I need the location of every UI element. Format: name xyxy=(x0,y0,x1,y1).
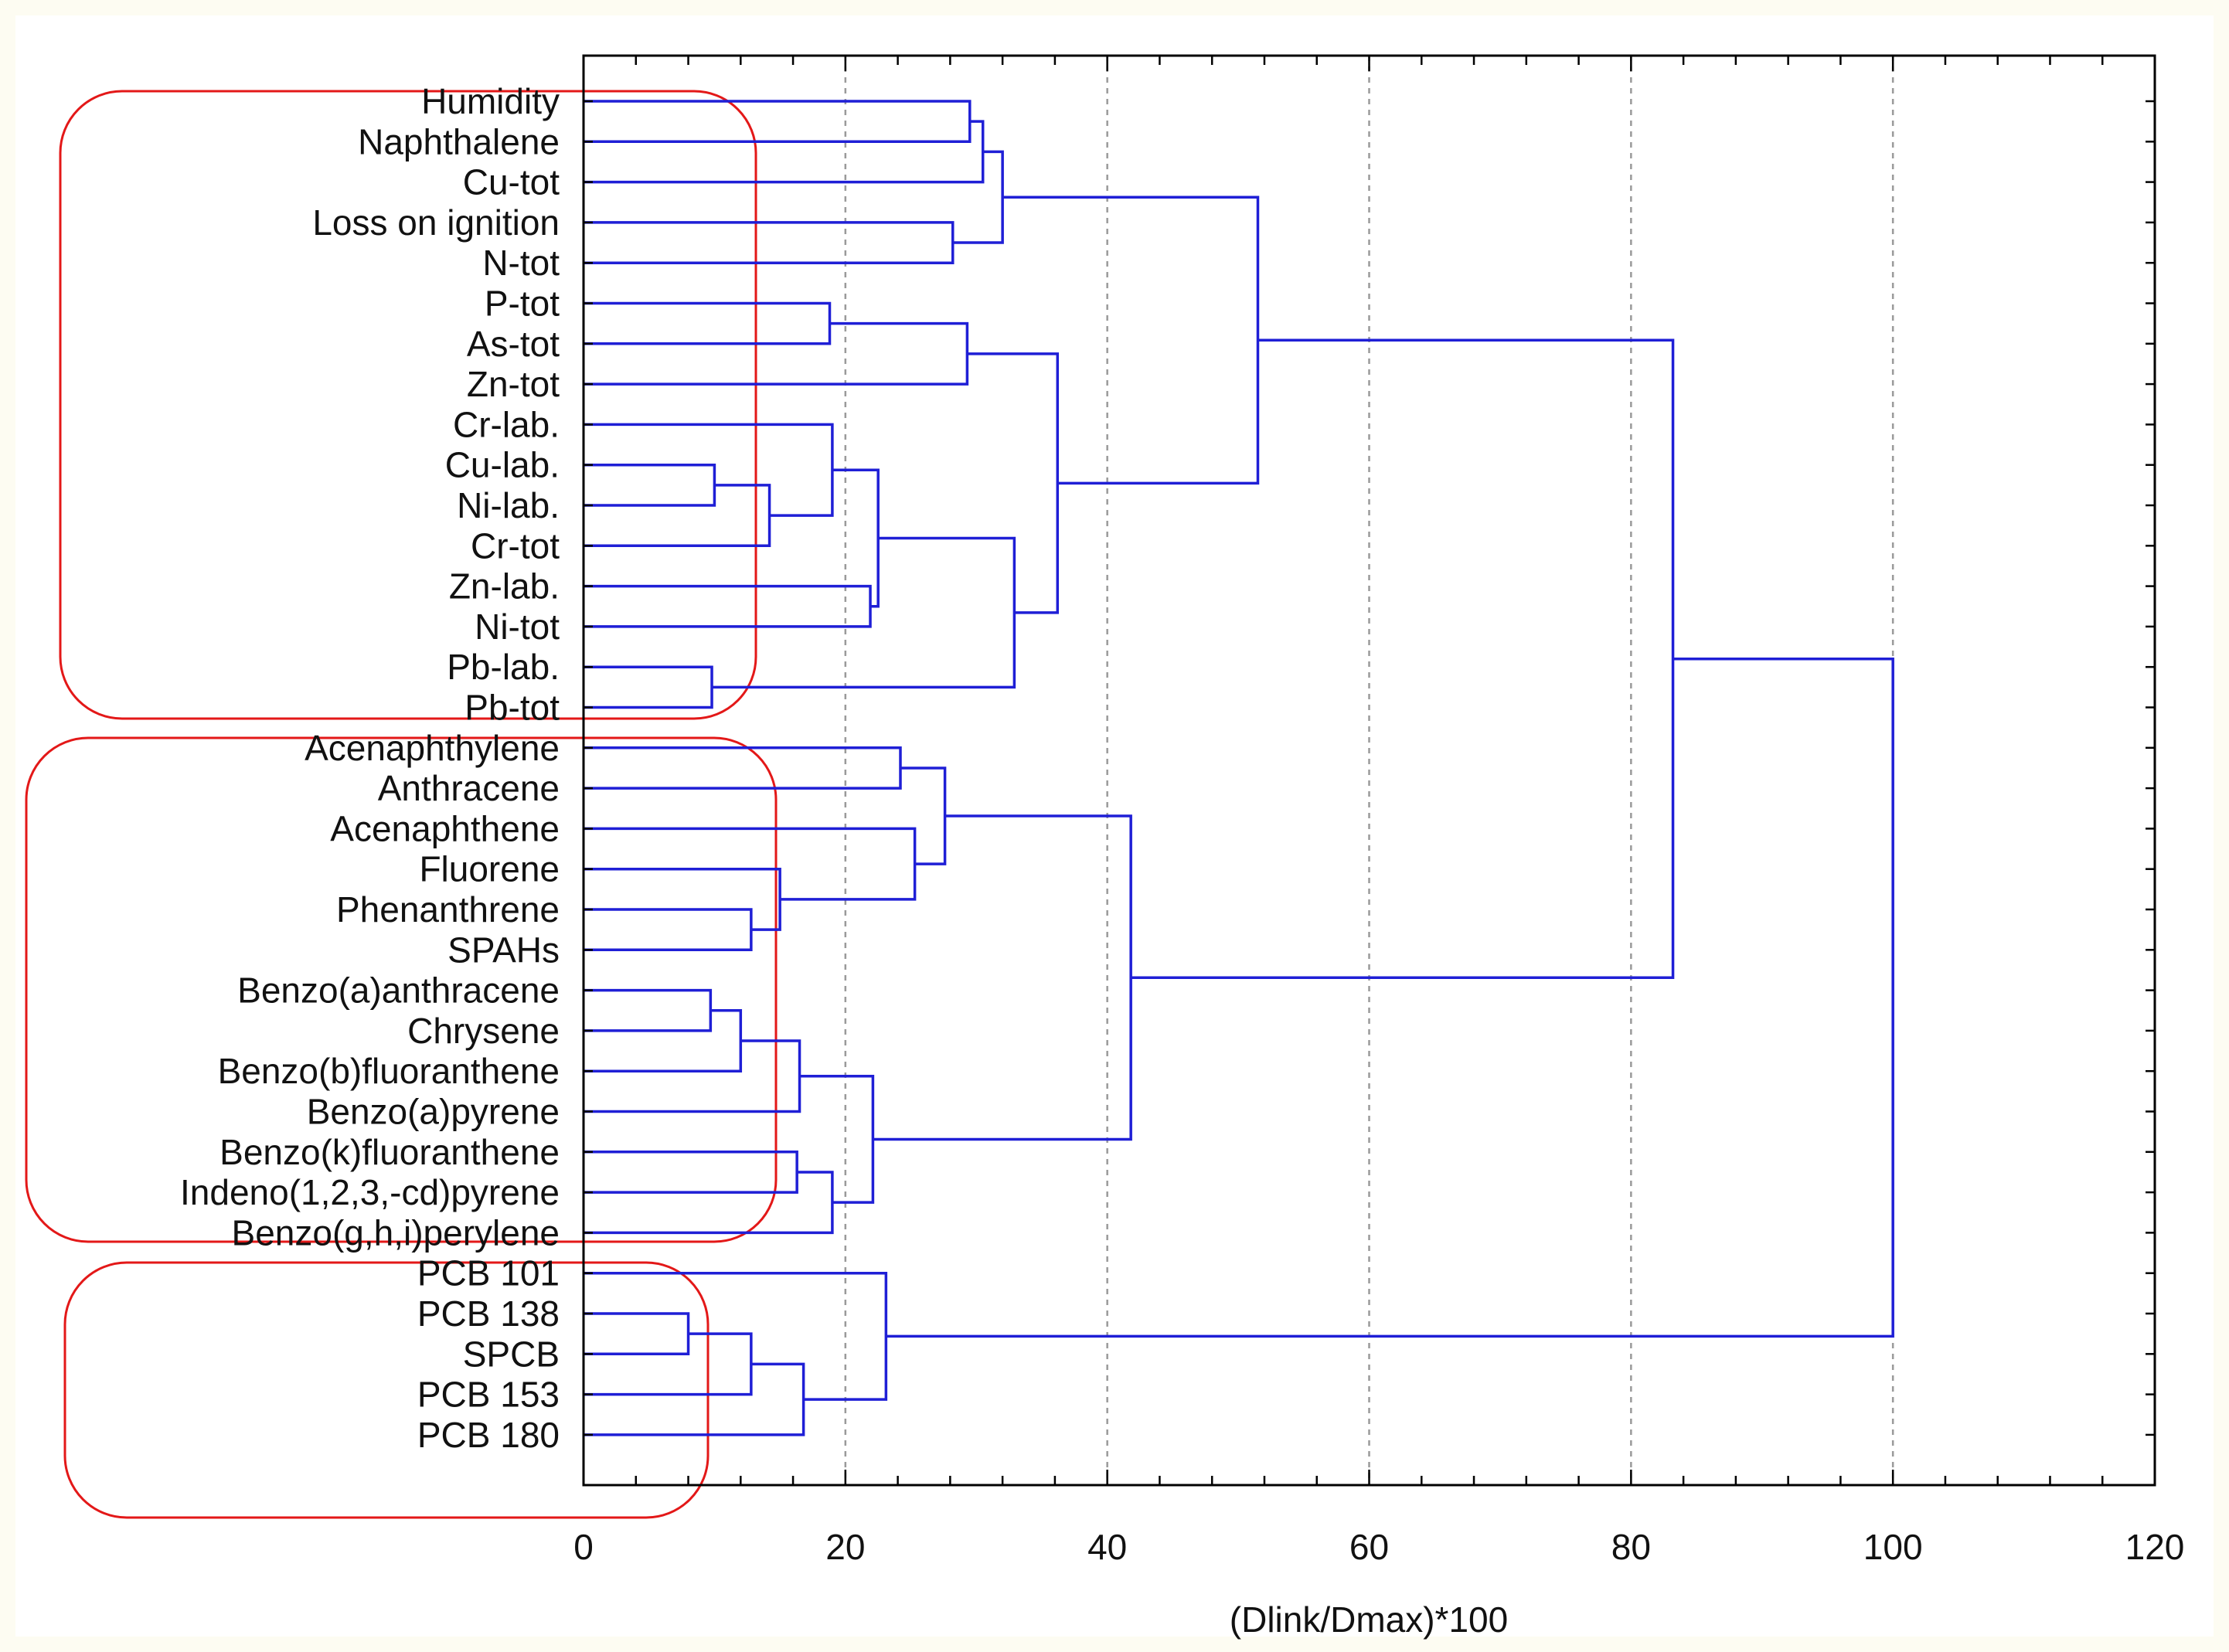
leaf-label-p-tot: P-tot xyxy=(485,284,560,324)
dendrogram-link-26 xyxy=(873,814,1132,1141)
cluster-group-box-1 xyxy=(59,90,757,720)
dendrogram-link-28 xyxy=(584,1312,690,1356)
leaf-label-spcb: SPCB xyxy=(463,1334,560,1374)
leaf-label-pcb-180: PCB 180 xyxy=(417,1415,560,1455)
leaf-label-cu-tot: Cu-tot xyxy=(463,162,560,202)
x-tick-label-40: 40 xyxy=(1087,1527,1127,1567)
leaf-label-pcb-153: PCB 153 xyxy=(417,1375,560,1415)
leaf-label-phenanthrene: Phenanthrene xyxy=(336,889,560,930)
dendrogram-link-20 xyxy=(584,988,713,1032)
leaf-label-indeno-1-2-3-cd-pyrene: Indeno(1,2,3,-cd)pyrene xyxy=(180,1172,560,1212)
leaf-label-acenaphthylene: Acenaphthylene xyxy=(305,728,560,768)
cluster-group-box-3 xyxy=(63,1261,710,1519)
leaf-label-benzo-b-fluoranthene: Benzo(b)fluoranthene xyxy=(218,1051,560,1091)
leaf-label-ni-tot: Ni-tot xyxy=(475,607,560,647)
leaf-label-ni-lab: Ni-lab. xyxy=(457,485,560,525)
leaf-label-pcb-101: PCB 101 xyxy=(417,1253,560,1293)
leaf-label-zn-tot: Zn-tot xyxy=(467,364,560,404)
x-tick-label-120: 120 xyxy=(2125,1527,2185,1567)
dendrogram-link-32 xyxy=(886,658,1894,1338)
leaf-label-chrysene: Chrysene xyxy=(407,1011,560,1051)
dendrogram-link-4 xyxy=(584,301,832,345)
dendrogram-link-11 xyxy=(584,665,713,709)
leaf-label-naphthalene: Naphthalene xyxy=(358,121,560,161)
leaf-label-cr-lab: Cr-lab. xyxy=(453,404,560,444)
x-tick-label-100: 100 xyxy=(1863,1527,1923,1567)
leaf-label-spahs: SPAHs xyxy=(448,930,560,970)
leaf-label-as-tot: As-tot xyxy=(467,324,560,364)
x-tick-label-0: 0 xyxy=(573,1527,594,1567)
leaf-label-pcb-138: PCB 138 xyxy=(417,1293,560,1334)
leaf-label-cr-tot: Cr-tot xyxy=(471,525,560,566)
dendrogram-tree xyxy=(584,100,1894,1436)
dendrogram-link-1 xyxy=(584,120,985,184)
leaf-label-benzo-g-h-i-perylene: Benzo(g,h,i)perylene xyxy=(232,1212,560,1253)
leaf-label-benzo-k-fluoranthene: Benzo(k)fluoranthene xyxy=(219,1132,560,1172)
x-axis-title: (Dlink/Dmax)*100 xyxy=(1230,1599,1508,1640)
dendrogram-link-18 xyxy=(584,827,917,901)
dendrogram-link-12 xyxy=(712,536,1016,689)
dendrogram-link-16 xyxy=(584,908,753,952)
leaf-label-loss-on-ignition: Loss on ignition xyxy=(312,202,560,243)
cluster-group-box-2 xyxy=(25,736,778,1243)
axis-ticks xyxy=(582,56,2156,1485)
leaf-label-zn-lab: Zn-lab. xyxy=(449,566,560,607)
dendrogram-link-3 xyxy=(952,150,1004,244)
x-tick-label-20: 20 xyxy=(825,1527,865,1567)
leaf-label-n-tot: N-tot xyxy=(482,243,560,283)
leaf-label-humidity: Humidity xyxy=(421,81,560,121)
leaf-label-benzo-a-pyrene: Benzo(a)pyrene xyxy=(307,1092,560,1132)
dendrogram-link-25 xyxy=(799,1074,875,1204)
dendrogram-link-29 xyxy=(584,1332,753,1396)
x-tick-label-80: 80 xyxy=(1611,1527,1651,1567)
plot-area-background xyxy=(15,15,2214,1637)
dendrogram-link-5 xyxy=(584,321,969,386)
leaf-label-benzo-a-anthracene: Benzo(a)anthracene xyxy=(237,970,560,1011)
dendrogram-link-9 xyxy=(584,584,872,628)
dendrogram-link-8 xyxy=(584,423,834,517)
leaf-label-fluorene: Fluorene xyxy=(419,849,560,889)
x-tick-label-60: 60 xyxy=(1349,1527,1389,1567)
dendrogram-link-31 xyxy=(584,1271,888,1401)
leaf-label-cu-lab: Cu-lab. xyxy=(445,445,560,485)
leaf-label-pb-lab: Pb-lab. xyxy=(447,647,560,687)
leaf-label-acenaphthene: Acenaphthene xyxy=(330,808,560,848)
dendrogram-link-24 xyxy=(584,1171,834,1235)
leaf-label-pb-tot: Pb-tot xyxy=(465,688,560,728)
x-tick-labels: 0 20 40 60 80 100 120 xyxy=(573,1527,2184,1567)
leaf-label-anthracene: Anthracene xyxy=(378,768,560,808)
cluster-group-boxes xyxy=(25,90,778,1519)
